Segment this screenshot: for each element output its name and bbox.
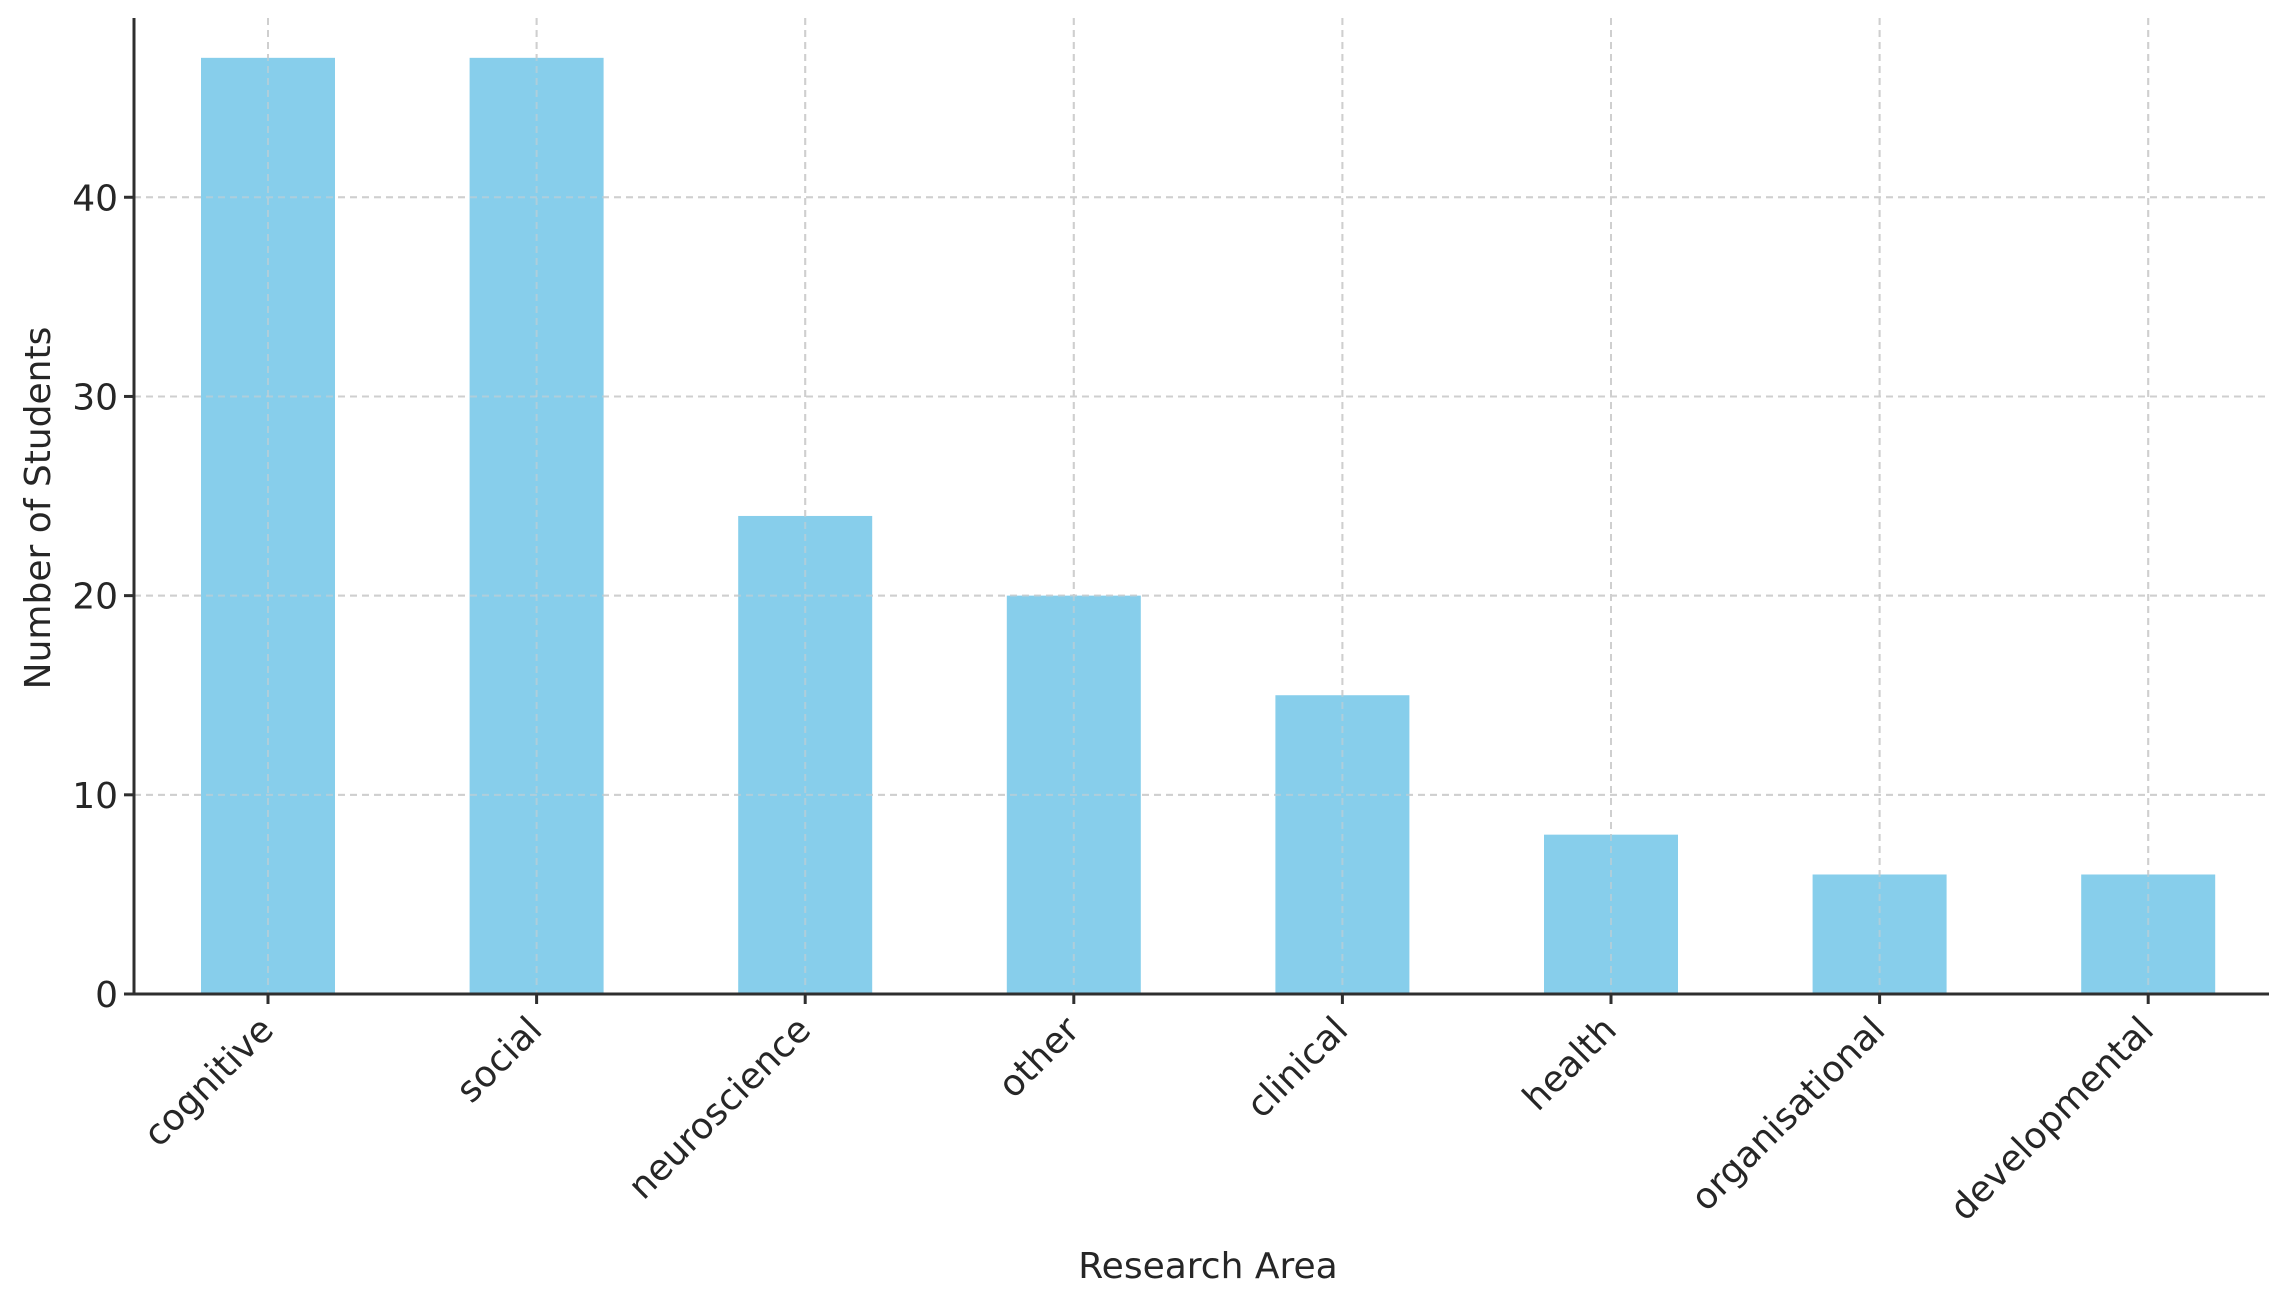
y-tick-label: 20: [72, 577, 118, 618]
x-tick-label: social: [449, 1009, 551, 1111]
x-tick-label: other: [991, 1009, 1088, 1106]
y-tick-label: 40: [72, 178, 118, 219]
y-axis-title: Number of Students: [18, 327, 59, 690]
y-tick-label: 10: [72, 776, 118, 817]
x-tick-label: neuroscience: [621, 1009, 819, 1207]
x-tick-label: organisational: [1684, 1009, 1894, 1219]
x-tick-label: cognitive: [136, 1009, 282, 1155]
grid-layer: [134, 18, 2269, 994]
y-tick-label: 0: [95, 975, 118, 1016]
x-axis-title: Research Area: [1078, 1246, 1337, 1286]
y-tick-label: 30: [72, 377, 118, 418]
x-tick-label: developmental: [1942, 1009, 2162, 1229]
x-tick-label: clinical: [1239, 1009, 1356, 1126]
x-tick-label: health: [1515, 1009, 1625, 1119]
axis-layer: [124, 18, 2269, 1004]
bar-layer: [134, 18, 2269, 995]
